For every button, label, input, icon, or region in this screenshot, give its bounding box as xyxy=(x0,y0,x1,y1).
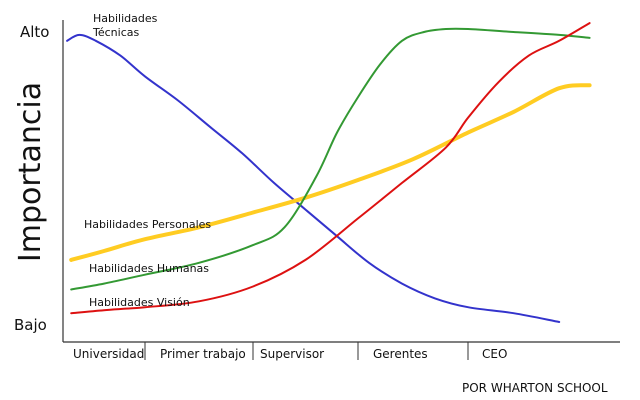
label-habilidades-vision: Habilidades Visión xyxy=(89,296,190,309)
label-habilidades-humanas: Habilidades Humanas xyxy=(89,262,209,275)
x-tick-ceo: CEO xyxy=(482,347,507,361)
y-axis-label: Importancia xyxy=(13,82,48,262)
y-tick-low: Bajo xyxy=(14,316,47,334)
source-note: POR WHARTON SCHOOL xyxy=(462,381,608,395)
series-line-tecnicas xyxy=(66,33,561,323)
x-tick-supervisor: Supervisor xyxy=(260,347,324,361)
series-lines xyxy=(66,22,592,323)
label-tecnicas-line1: Habilidades xyxy=(93,12,158,25)
series-line-vision xyxy=(70,22,591,315)
axes xyxy=(62,20,620,343)
x-tick-universidad: Universidad xyxy=(73,347,144,361)
series-line-personales xyxy=(69,83,592,262)
y-tick-high: Alto xyxy=(20,23,50,41)
series-line-humanas xyxy=(70,27,591,291)
label-habilidades-personales: Habilidades Personales xyxy=(84,218,211,231)
x-tick-primer-trabajo: Primer trabajo xyxy=(160,347,246,361)
label-tecnicas-line2: Técnicas xyxy=(92,26,139,39)
label-habilidades-tecnicas: Habilidades Técnicas xyxy=(92,12,161,39)
category-dividers xyxy=(144,342,469,360)
x-tick-gerentes: Gerentes xyxy=(373,347,428,361)
